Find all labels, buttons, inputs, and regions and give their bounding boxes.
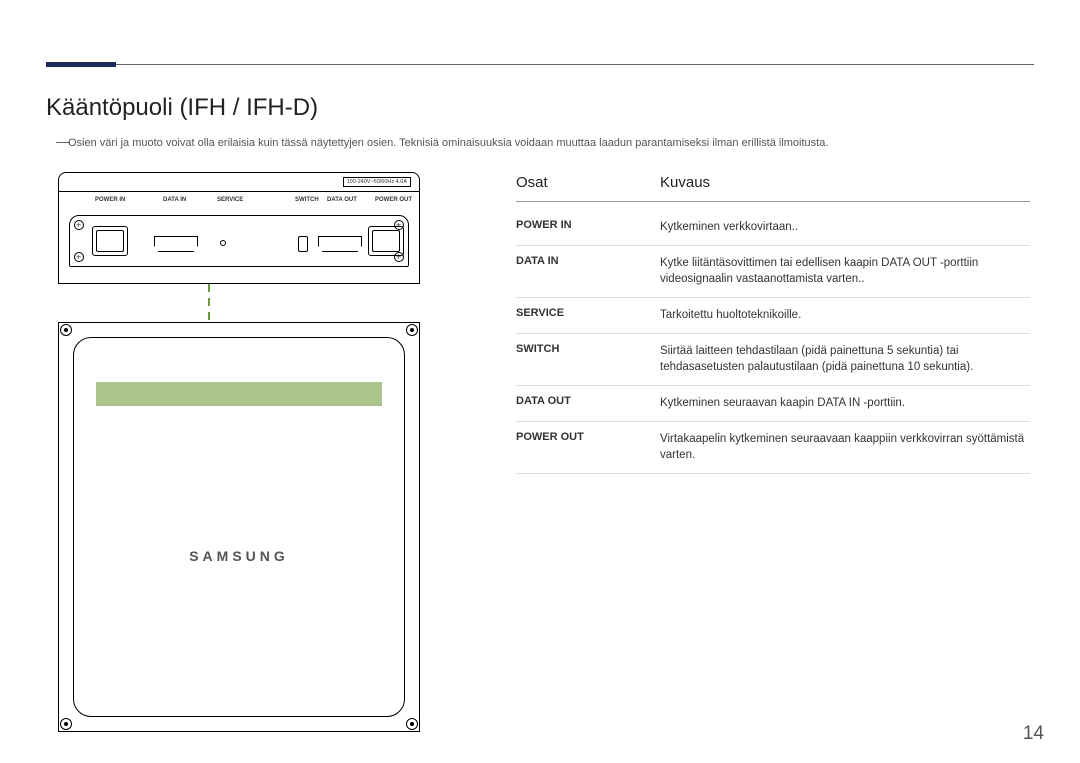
power-out-port-icon bbox=[368, 226, 404, 256]
table-row: POWER OUT Virtakaapelin kytkeminen seura… bbox=[516, 422, 1030, 474]
top-accent-bar bbox=[46, 62, 116, 67]
top-rule bbox=[46, 64, 1034, 65]
part-desc: Kytkeminen seuraavan kaapin DATA IN -por… bbox=[660, 395, 905, 412]
header-osat: Osat bbox=[516, 174, 660, 191]
part-name: POWER IN bbox=[516, 219, 660, 231]
page-heading: Kääntöpuoli (IFH / IFH-D) bbox=[46, 94, 318, 122]
mount-hole-icon bbox=[406, 718, 418, 730]
data-in-port-icon bbox=[154, 236, 198, 252]
parts-table: Osat Kuvaus POWER IN Kytkeminen verkkovi… bbox=[516, 174, 1030, 474]
mount-hole-icon bbox=[60, 718, 72, 730]
port-box: 100-240V~50/60Hz 4.0A POWER IN DATA IN S… bbox=[58, 172, 420, 284]
part-name: DATA IN bbox=[516, 255, 660, 267]
part-desc: Kytkeminen verkkovirtaan.. bbox=[660, 219, 798, 236]
table-row: DATA OUT Kytkeminen seuraavan kaapin DAT… bbox=[516, 386, 1030, 422]
table-row: SERVICE Tarkoitettu huoltoteknikoille. bbox=[516, 298, 1030, 334]
label-data-in: DATA IN bbox=[163, 197, 186, 203]
device-diagram: 100-240V~50/60Hz 4.0A POWER IN DATA IN S… bbox=[58, 172, 420, 732]
power-spec-label: 100-240V~50/60Hz 4.0A bbox=[343, 177, 411, 187]
part-desc: Siirtää laitteen tehdastilaan (pidä pain… bbox=[660, 343, 1030, 376]
header-kuvaus: Kuvaus bbox=[660, 174, 710, 191]
screw-icon bbox=[74, 252, 84, 262]
part-name: DATA OUT bbox=[516, 395, 660, 407]
mount-hole-icon bbox=[406, 324, 418, 336]
disclaimer-note: Osien väri ja muoto voivat olla erilaisi… bbox=[68, 137, 828, 149]
part-desc: Tarkoitettu huoltoteknikoille. bbox=[660, 307, 801, 324]
highlight-bar bbox=[96, 382, 382, 406]
power-in-port-icon bbox=[92, 226, 128, 256]
page-number: 14 bbox=[1023, 723, 1044, 745]
part-name: SWITCH bbox=[516, 343, 660, 355]
table-row: DATA IN Kytke liitäntäsovittimen tai ede… bbox=[516, 246, 1030, 298]
label-service: SERVICE bbox=[217, 197, 243, 203]
switch-icon bbox=[298, 236, 308, 252]
part-name: SERVICE bbox=[516, 307, 660, 319]
part-desc: Kytke liitäntäsovittimen tai edellisen k… bbox=[660, 255, 1030, 288]
part-desc: Virtakaapelin kytkeminen seuraavaan kaap… bbox=[660, 431, 1030, 464]
screw-icon bbox=[74, 220, 84, 230]
label-power-out: POWER OUT bbox=[375, 197, 412, 203]
label-data-out: DATA OUT bbox=[327, 197, 357, 203]
portbox-divider bbox=[59, 191, 419, 192]
ports-row bbox=[69, 215, 409, 267]
mount-hole-icon bbox=[60, 324, 72, 336]
part-name: POWER OUT bbox=[516, 431, 660, 443]
cabinet-inner: SAMSUNG bbox=[73, 337, 405, 717]
brand-logo-text: SAMSUNG bbox=[74, 548, 404, 564]
table-row: POWER IN Kytkeminen verkkovirtaan.. bbox=[516, 210, 1030, 246]
label-power-in: POWER IN bbox=[95, 197, 125, 203]
table-row: SWITCH Siirtää laitteen tehdastilaan (pi… bbox=[516, 334, 1030, 386]
table-header-row: Osat Kuvaus bbox=[516, 174, 1030, 202]
cabinet-outline: SAMSUNG bbox=[58, 322, 420, 732]
data-out-port-icon bbox=[318, 236, 362, 252]
label-switch: SWITCH bbox=[295, 197, 319, 203]
service-port-icon bbox=[220, 240, 226, 246]
